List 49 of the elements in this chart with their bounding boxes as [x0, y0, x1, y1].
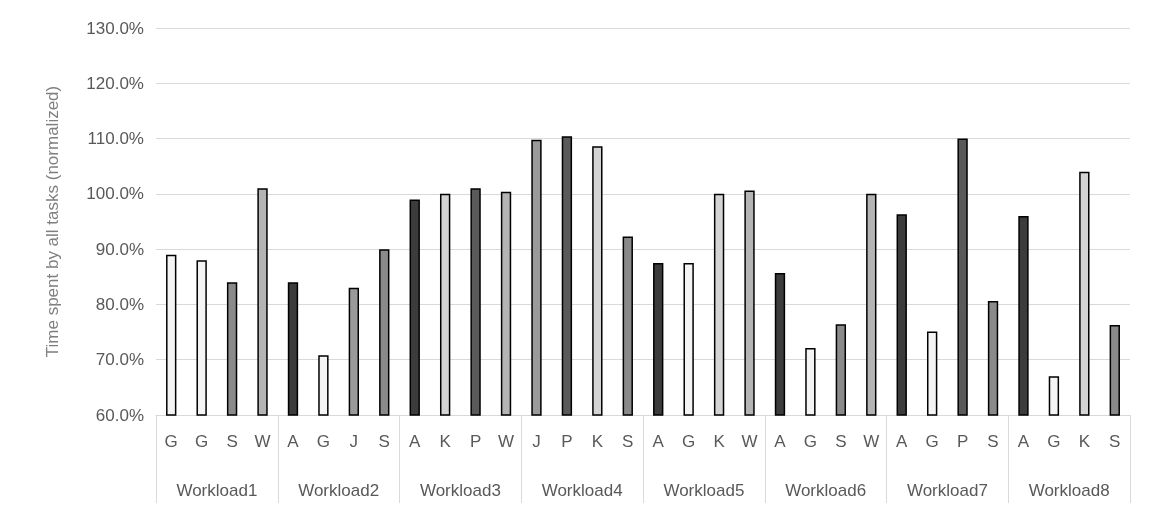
y-tick-label: 70.0% — [95, 350, 144, 370]
text: Workload4 — [541, 481, 623, 500]
text: Workload1 — [176, 481, 258, 500]
text: Workload6 — [785, 481, 867, 500]
x-tick-label: S — [378, 432, 390, 451]
x-tick-label: K — [713, 432, 726, 451]
y-tick-label: 120.0% — [86, 73, 144, 93]
x-tick-label: G — [1047, 432, 1061, 451]
x-tick-label: S — [1109, 432, 1121, 451]
text: Workload3 — [419, 481, 501, 500]
text: Workload7 — [906, 481, 988, 500]
y-tick-label: 90.0% — [95, 239, 144, 259]
x-tick-label: K — [1078, 432, 1091, 451]
x-tick-label: S — [987, 432, 999, 451]
text: Workload5 — [663, 481, 745, 500]
x-tick-label: G — [164, 432, 178, 451]
y-tick-label: 130.0% — [86, 18, 144, 38]
x-tick-label: G — [195, 432, 209, 451]
x-tick-label: G — [925, 432, 939, 451]
x-tick-label: A — [409, 432, 422, 451]
x-tick-label: K — [591, 432, 604, 451]
y-tick-label: 60.0% — [95, 405, 144, 425]
x-tick-label: P — [956, 432, 969, 451]
x-tick-label: A — [774, 432, 787, 451]
x-tick-label: P — [469, 432, 482, 451]
x-tick-label: A — [896, 432, 909, 451]
x-tick-label: J — [532, 432, 541, 451]
x-tick-label: W — [863, 432, 880, 451]
x-tick-label: A — [1017, 432, 1030, 451]
y-tick-label: 110.0% — [87, 129, 144, 149]
text: Workload8 — [1028, 481, 1110, 500]
x-tick-label: W — [741, 432, 758, 451]
x-tick-label: S — [622, 432, 634, 451]
x-tick-label: G — [316, 432, 331, 451]
x-tick-label: W — [498, 432, 515, 451]
x-tick-label: A — [287, 432, 300, 451]
x-tick-label: A — [652, 432, 665, 451]
x-tick-label: G — [682, 432, 696, 451]
x-tick-label: S — [226, 432, 238, 451]
x-tick-label: G — [803, 432, 818, 451]
y-axis-title: Time spent by all tasks (normalized) — [43, 85, 62, 358]
x-tick-label: W — [254, 432, 271, 451]
x-tick-label: S — [835, 432, 847, 451]
x-tick-label: K — [439, 432, 452, 451]
text: Workload2 — [298, 481, 380, 500]
x-tick-label: J — [349, 432, 359, 451]
y-tick-label: 100.0% — [86, 184, 144, 204]
y-tick-label: 80.0% — [95, 294, 144, 314]
x-tick-label: P — [561, 432, 573, 451]
